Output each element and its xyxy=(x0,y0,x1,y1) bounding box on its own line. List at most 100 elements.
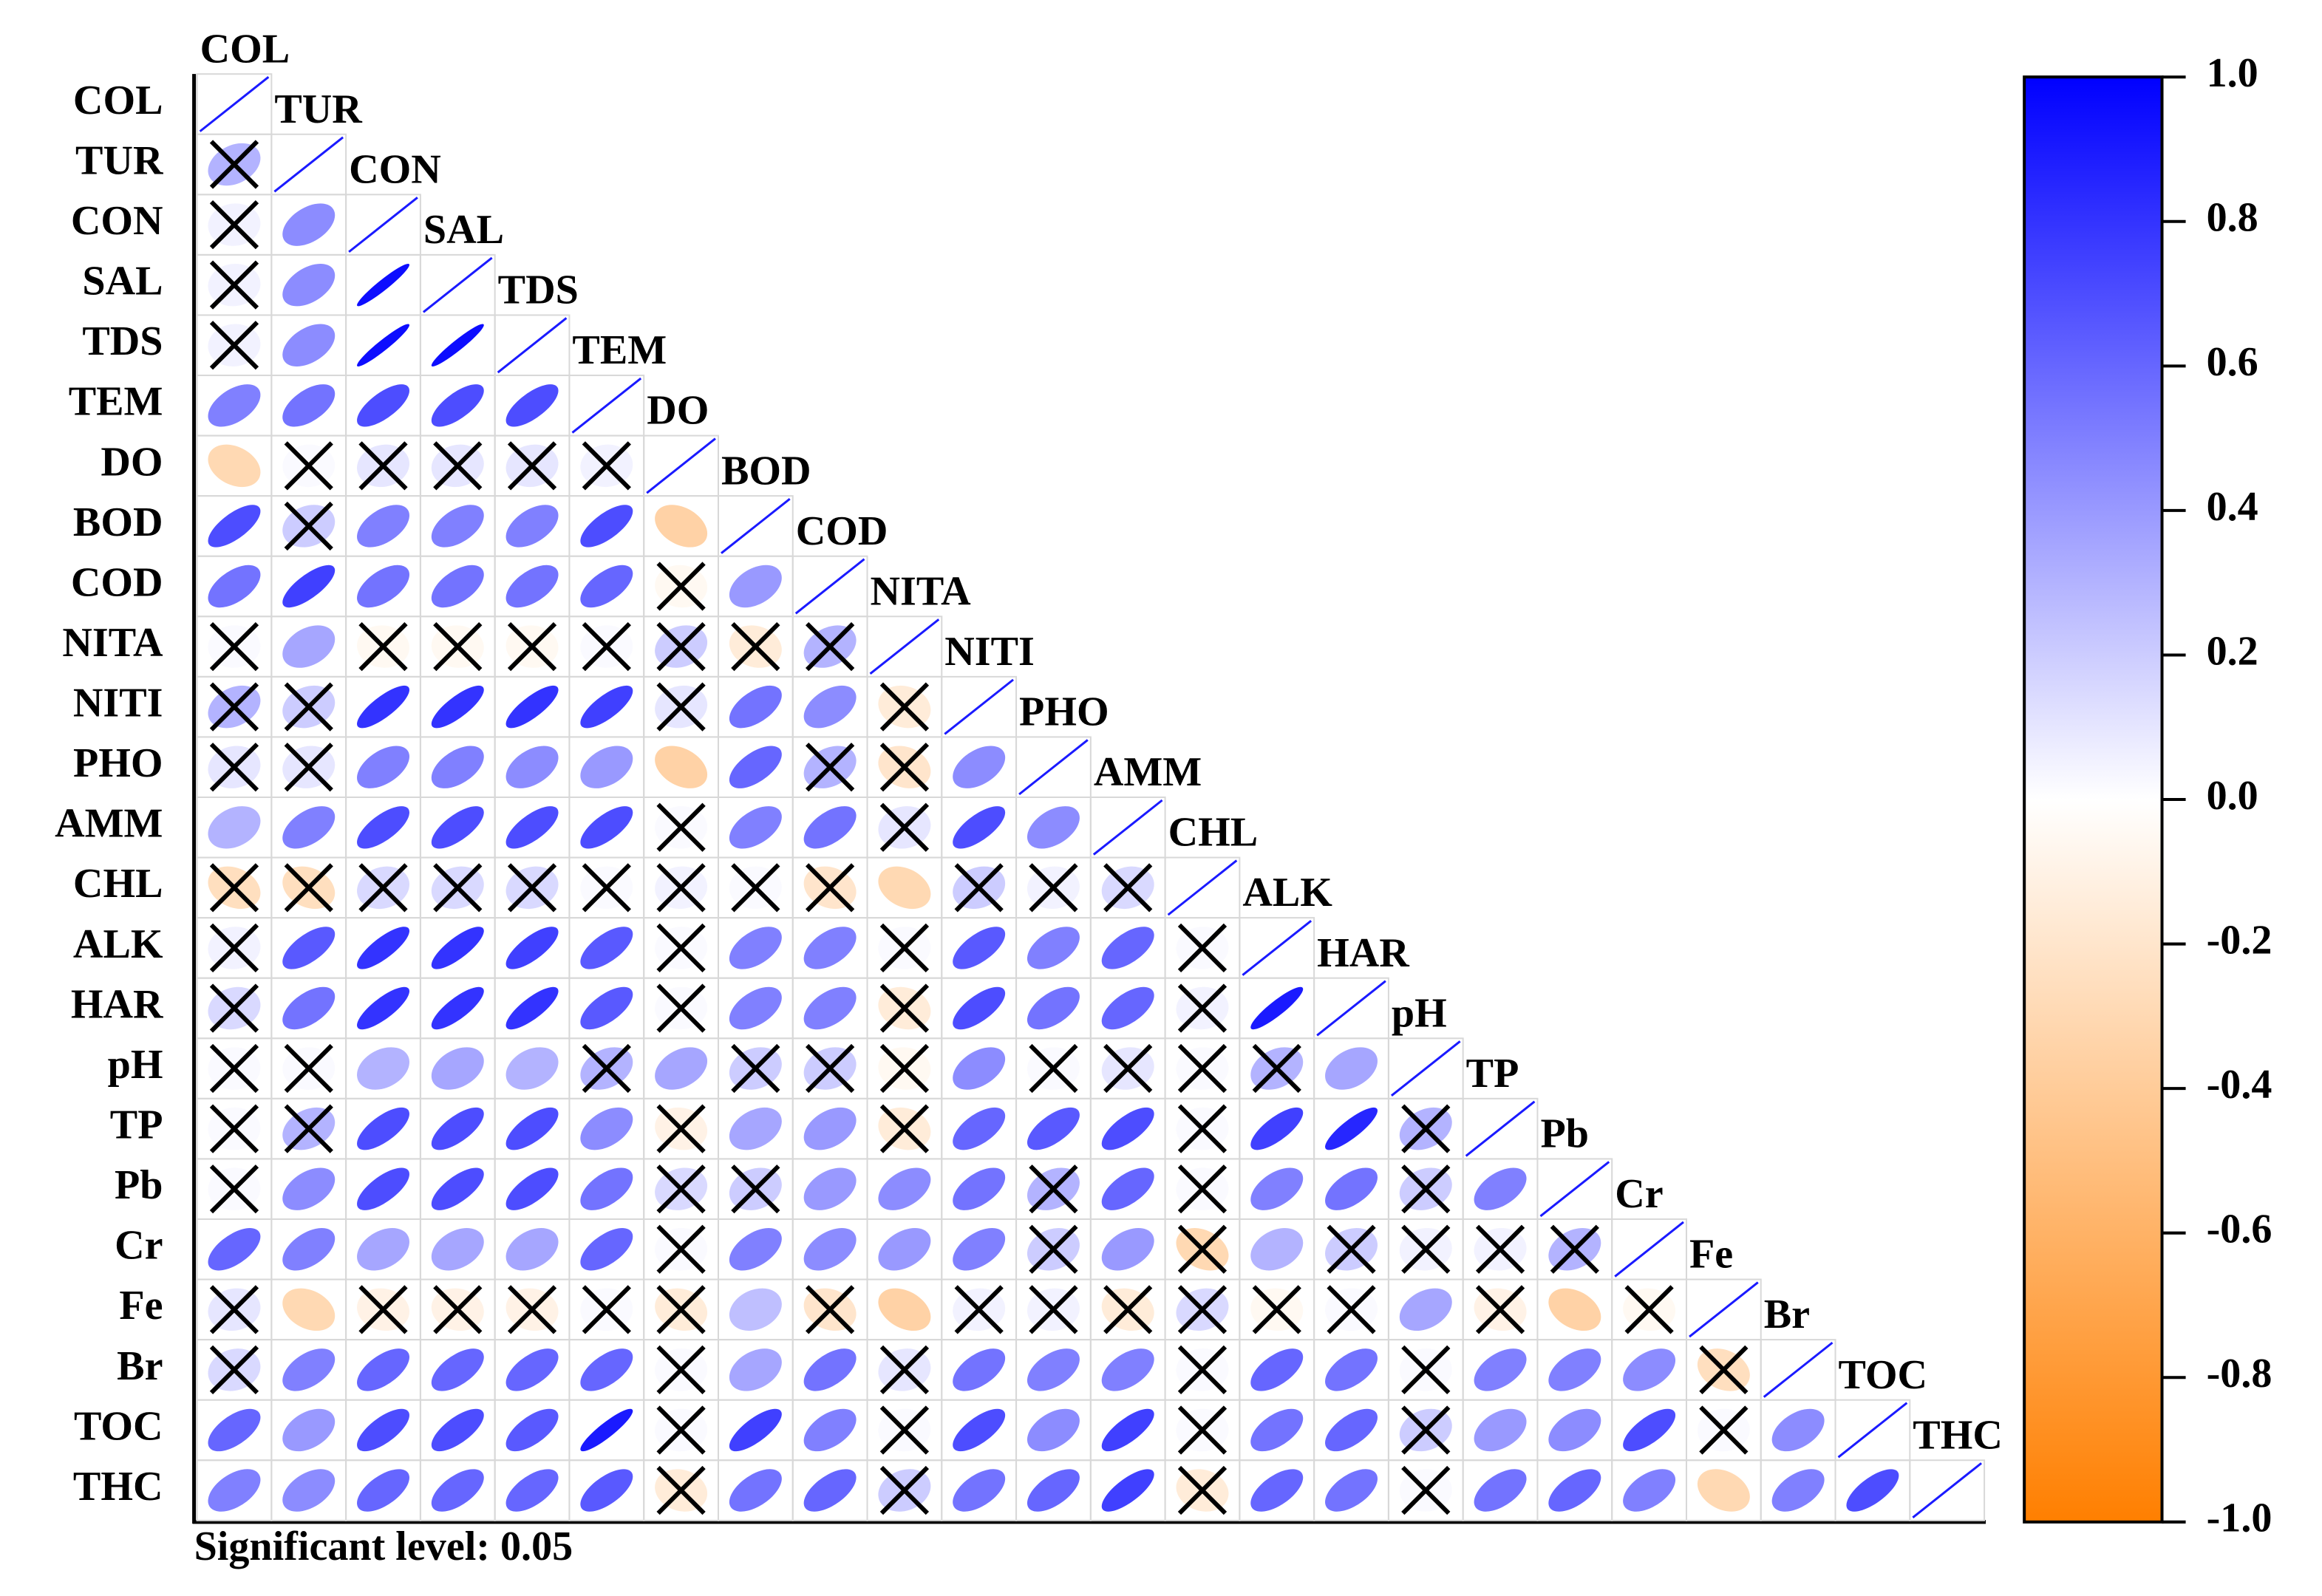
corr-ellipse xyxy=(729,565,782,608)
cross-mark xyxy=(1699,1345,1749,1395)
diagonal-line xyxy=(646,437,716,494)
ellipse-group xyxy=(505,806,559,849)
corr-ellipse xyxy=(1026,806,1080,849)
cross-mark xyxy=(358,863,408,913)
ellipse-group xyxy=(729,565,782,608)
ellipse-group xyxy=(729,1107,782,1150)
ellipse-group xyxy=(953,1348,1006,1391)
ellipse-group xyxy=(357,746,409,788)
corr-ellipse xyxy=(431,806,484,849)
cross-mark xyxy=(1401,1164,1451,1214)
corr-ellipse xyxy=(1325,1107,1378,1150)
cross-mark xyxy=(358,441,408,491)
column-label: COL xyxy=(200,26,290,72)
cross-mark xyxy=(879,1405,930,1455)
ellipse-group xyxy=(505,986,559,1030)
ellipse-group xyxy=(580,1408,633,1452)
ellipse-group xyxy=(431,1167,484,1210)
corr-ellipse xyxy=(1101,986,1154,1030)
ellipse-group xyxy=(878,1167,931,1210)
corr-ellipse xyxy=(1474,1167,1527,1210)
row-label: CON xyxy=(71,198,163,244)
ellipse-group xyxy=(431,806,484,849)
ellipse-group xyxy=(803,1167,857,1210)
ellipse-group xyxy=(431,927,484,969)
corr-ellipse xyxy=(729,1469,782,1512)
corr-ellipse xyxy=(282,806,336,849)
corr-ellipse xyxy=(953,1167,1006,1210)
corr-ellipse xyxy=(1771,1408,1825,1452)
cross-mark xyxy=(656,983,706,1033)
corr-ellipse xyxy=(282,203,336,246)
ellipse-group xyxy=(357,986,409,1030)
ellipse-group xyxy=(1026,1107,1080,1150)
corr-ellipse xyxy=(431,384,484,427)
cross-mark xyxy=(209,621,259,672)
diagonal-line xyxy=(1689,1281,1759,1338)
ellipse-group xyxy=(1250,1408,1304,1452)
corr-ellipse xyxy=(1771,1469,1825,1512)
colorbar-tick-label: 0.4 xyxy=(2207,484,2258,530)
cross-mark xyxy=(358,1285,408,1334)
ellipse-group xyxy=(357,1228,409,1271)
corr-ellipse xyxy=(505,986,559,1030)
ellipse-group xyxy=(505,1469,559,1512)
diagonal-line xyxy=(1018,739,1089,796)
cross-mark xyxy=(656,1285,706,1334)
ellipse-group xyxy=(1325,1469,1378,1512)
cross-mark xyxy=(507,863,557,913)
corr-ellipse xyxy=(1474,1469,1527,1512)
cross-mark xyxy=(879,923,930,973)
corr-ellipse xyxy=(505,1469,559,1512)
cross-mark xyxy=(731,621,780,672)
ellipse-group xyxy=(1101,1107,1154,1150)
cross-mark xyxy=(1029,1224,1078,1274)
column-label: CON xyxy=(349,146,441,192)
ellipse-group xyxy=(282,384,336,427)
cross-mark xyxy=(1029,1285,1078,1334)
cross-mark xyxy=(656,1224,706,1274)
cross-mark xyxy=(507,621,557,672)
corr-ellipse xyxy=(1250,986,1304,1030)
ellipse-group xyxy=(357,263,409,307)
ellipse-group xyxy=(803,927,857,969)
cross-mark xyxy=(1401,1104,1451,1153)
diagonal-line xyxy=(422,256,493,313)
corr-ellipse xyxy=(655,505,708,548)
ellipse-group xyxy=(729,1469,782,1512)
colorbar-tick-label: -1.0 xyxy=(2207,1496,2272,1541)
cross-mark xyxy=(731,1043,780,1094)
corr-ellipse xyxy=(282,1288,336,1331)
corr-ellipse xyxy=(505,1408,559,1452)
cross-mark xyxy=(879,1465,930,1515)
corr-ellipse xyxy=(1325,1167,1378,1210)
cross-mark xyxy=(656,1405,706,1455)
ellipse-group xyxy=(729,927,782,969)
ellipse-group xyxy=(505,1348,559,1391)
corr-ellipse xyxy=(878,1228,931,1271)
cross-mark xyxy=(284,1104,333,1153)
cross-mark xyxy=(209,1285,259,1334)
ellipse-group xyxy=(1325,1167,1378,1210)
corr-ellipse xyxy=(431,986,484,1030)
ellipse-group xyxy=(1101,927,1154,969)
ellipse-group xyxy=(655,746,708,788)
column-label: NITA xyxy=(871,568,972,614)
cross-mark xyxy=(209,1043,259,1094)
corr-ellipse xyxy=(1101,927,1154,969)
corr-ellipse xyxy=(580,986,633,1030)
cross-mark xyxy=(1177,1224,1228,1274)
ellipse-group xyxy=(803,685,857,729)
cross-mark xyxy=(209,923,259,973)
ellipse-group xyxy=(580,1167,633,1210)
ellipse-group xyxy=(580,1469,633,1512)
ellipse-group xyxy=(1325,1348,1378,1391)
column-label: AMM xyxy=(1094,749,1202,795)
row-label: TP xyxy=(110,1102,163,1147)
corr-ellipse xyxy=(953,927,1006,969)
cross-mark xyxy=(209,983,259,1033)
ellipse-group xyxy=(208,1469,261,1512)
corr-ellipse xyxy=(282,565,336,608)
cross-mark xyxy=(358,621,408,672)
corr-ellipse xyxy=(431,324,484,366)
